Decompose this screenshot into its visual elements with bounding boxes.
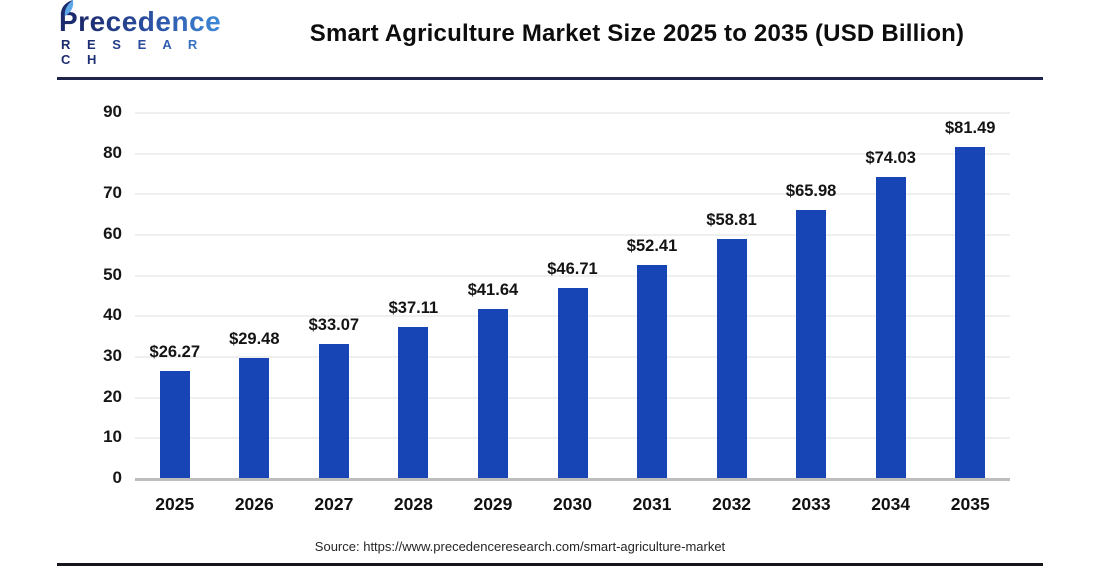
bar-2025 — [159, 371, 190, 478]
gridline-90 — [135, 112, 1010, 114]
bar-chart-plot-area: $26.27 $29.48 $33.07 $37.11 $41.64 $46.71 $52.… — [135, 112, 1010, 481]
x-tick-label-2035: 2035 — [950, 494, 990, 514]
gridline-80 — [135, 152, 1010, 155]
x-tick-label-2029: 2029 — [473, 494, 513, 514]
y-tick-label-10: 10 — [103, 427, 122, 447]
bottom-divider — [57, 563, 1043, 566]
bar-value-label-2033: $65.98 — [785, 181, 837, 200]
bar-value-label-2028: $37.11 — [388, 299, 439, 318]
y-tick-label-0: 0 — [112, 468, 122, 487]
y-tick-label-70: 70 — [103, 183, 122, 203]
x-tick-label-2031: 2031 — [632, 494, 672, 514]
leaf-icon — [61, 0, 74, 17]
source-caption: Source: https://www.precedenceresearch.c… — [314, 539, 726, 554]
bar-value-label-2027: $33.07 — [308, 315, 360, 334]
bar-2035 — [955, 146, 986, 478]
gridline-70 — [135, 193, 1010, 196]
x-tick-label-2030: 2030 — [553, 494, 592, 514]
bar-value-label-2030: $46.71 — [547, 260, 598, 279]
bar-value-label-2032: $58.81 — [706, 210, 757, 229]
bar-value-label-2025: $26.27 — [149, 343, 200, 362]
bar-2034 — [875, 176, 906, 478]
bar-2031 — [637, 264, 668, 478]
bar-2028 — [398, 327, 429, 478]
header-divider — [57, 77, 1043, 80]
x-tick-label-2034: 2034 — [871, 494, 911, 514]
x-tick-label-2028: 2028 — [393, 494, 433, 514]
bar-2033 — [796, 209, 827, 478]
bar-2027 — [318, 343, 349, 478]
y-tick-label-40: 40 — [103, 305, 122, 325]
bar-value-label-2029: $41.64 — [467, 280, 519, 299]
logo-name-text: Precedence — [59, 6, 222, 37]
y-tick-label-20: 20 — [103, 386, 122, 406]
y-tick-label-90: 90 — [103, 102, 122, 121]
logo-tagline: R E S E A R C H — [57, 37, 227, 67]
chart-title: Smart Agriculture Market Size 2025 to 20… — [309, 20, 965, 47]
bar-2030 — [557, 288, 588, 478]
gridline-50 — [135, 274, 1010, 277]
logo-wordmark: Precedence — [57, 0, 227, 37]
x-tick-label-2026: 2026 — [234, 494, 274, 514]
bar-2032 — [716, 238, 747, 478]
x-tick-label-2025: 2025 — [155, 494, 195, 514]
bar-value-label-2034: $74.03 — [865, 148, 916, 167]
precedence-logo: Precedence R E S E A R C H — [57, 0, 227, 67]
y-tick-label-80: 80 — [103, 142, 122, 162]
x-tick-label-2027: 2027 — [314, 494, 354, 514]
bar-value-label-2031: $52.41 — [626, 236, 678, 255]
y-tick-label-50: 50 — [103, 264, 122, 284]
gridline-60 — [135, 234, 1010, 236]
y-tick-label-60: 60 — [103, 224, 122, 243]
x-tick-label-2032: 2032 — [712, 494, 752, 514]
y-tick-label-30: 30 — [103, 346, 122, 365]
bar-2026 — [239, 358, 270, 478]
x-tick-label-2033: 2033 — [791, 494, 831, 514]
bar-value-label-2035: $81.49 — [944, 118, 996, 137]
bar-value-label-2026: $29.48 — [229, 330, 280, 349]
bar-2029 — [477, 308, 508, 478]
